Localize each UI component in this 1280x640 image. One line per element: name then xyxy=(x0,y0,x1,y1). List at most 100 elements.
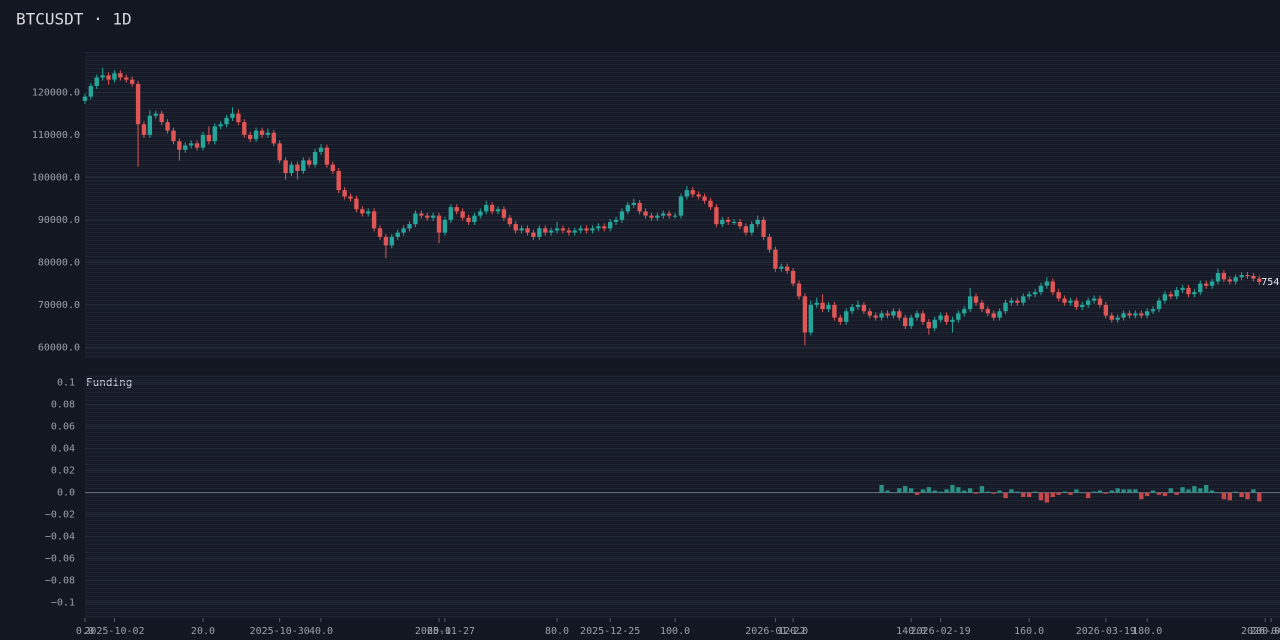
funding-bar xyxy=(885,490,890,493)
candle-body xyxy=(188,143,194,146)
candle-body xyxy=(666,213,672,216)
funding-bar xyxy=(1192,486,1197,493)
x-tick-label: 60.0 xyxy=(427,626,451,637)
candle-body xyxy=(790,270,796,284)
candle-body xyxy=(1150,309,1156,312)
candle-body xyxy=(1156,300,1162,310)
funding-bar xyxy=(1127,489,1132,493)
candle-body xyxy=(1245,275,1250,277)
funding-bar xyxy=(1032,491,1038,493)
candle-body xyxy=(962,309,967,314)
candle-body xyxy=(501,209,507,218)
funding-bar xyxy=(1156,492,1162,495)
candle-body xyxy=(82,96,88,101)
funding-bar xyxy=(1015,491,1020,493)
candle-body xyxy=(761,219,766,237)
funding-bar xyxy=(1227,492,1232,501)
candle-body xyxy=(796,283,802,297)
candle-body xyxy=(1251,275,1256,279)
candle-body xyxy=(991,313,996,318)
candle-body xyxy=(200,134,206,148)
candle-body xyxy=(849,307,855,312)
date-tick-label: 2025-11-27 xyxy=(415,626,475,637)
candle-body xyxy=(342,190,347,197)
funding-bar xyxy=(1198,488,1203,493)
candle-body xyxy=(224,117,229,125)
candle-body xyxy=(407,224,412,229)
funding-bar xyxy=(1044,492,1050,503)
candle-body xyxy=(566,230,572,233)
candle-body xyxy=(643,211,648,216)
candle-body xyxy=(1080,304,1085,307)
candle-body xyxy=(88,86,94,97)
candle-body xyxy=(301,160,306,171)
candle-body xyxy=(985,309,991,314)
funding-bar xyxy=(932,490,937,493)
funding-bar xyxy=(1003,492,1008,499)
candle-body xyxy=(1144,311,1150,316)
y-tick-label: 0.1 xyxy=(57,378,75,389)
funding-bar xyxy=(920,489,926,493)
candle-body xyxy=(537,228,542,237)
candle-body xyxy=(596,226,601,229)
funding-bar xyxy=(903,486,908,493)
candle-body xyxy=(472,215,477,222)
candle-body xyxy=(625,205,631,212)
x-tick-label: 0.0 xyxy=(76,626,94,637)
candle-body xyxy=(277,143,282,161)
candle-body xyxy=(177,141,182,150)
candle-body xyxy=(448,207,454,220)
candle-body xyxy=(259,130,265,135)
candle-body xyxy=(661,213,666,216)
candle-body xyxy=(118,73,123,78)
funding-bar xyxy=(914,492,920,495)
funding-bar xyxy=(991,492,996,494)
funding-bar xyxy=(1174,492,1179,495)
x-tick-label: 200.0 xyxy=(1250,626,1280,637)
funding-bar xyxy=(1221,492,1227,500)
candle-body xyxy=(242,122,247,135)
funding-bar xyxy=(973,492,979,494)
candle-body xyxy=(135,83,141,125)
candle-body xyxy=(767,236,772,250)
candle-body xyxy=(330,164,336,171)
candle-body xyxy=(377,228,383,237)
candle-body xyxy=(725,219,731,222)
funding-bar xyxy=(1215,492,1221,494)
funding-bar xyxy=(879,484,884,493)
candle-body xyxy=(908,317,914,327)
candle-body xyxy=(708,200,713,208)
funding-bar xyxy=(1009,489,1014,493)
x-tick-label: 140.0 xyxy=(896,626,926,637)
candle-body xyxy=(932,319,937,329)
date-tick-label: 2026-04-16 xyxy=(1241,626,1280,637)
candle-body xyxy=(236,113,241,123)
candle-body xyxy=(979,302,985,310)
funding-bar xyxy=(926,487,932,493)
candle-body xyxy=(159,113,164,123)
candle-body xyxy=(1127,313,1132,316)
funding-bar xyxy=(1109,490,1114,493)
candle-body xyxy=(720,219,725,225)
candle-body xyxy=(507,217,513,225)
candle-body xyxy=(206,134,212,142)
candle-body xyxy=(413,213,418,225)
funding-bar xyxy=(1186,489,1191,493)
candle-body xyxy=(832,304,837,318)
candle-body xyxy=(554,228,560,231)
candle-body xyxy=(141,124,147,135)
y-tick-label: 0.04 xyxy=(51,444,75,455)
candle-body xyxy=(171,130,176,142)
candle-body xyxy=(714,207,719,225)
candle-body xyxy=(702,196,707,201)
last-price-label: 75400 xyxy=(1261,277,1280,288)
candle-body xyxy=(1062,298,1067,303)
candle-body xyxy=(920,313,926,322)
candle-body xyxy=(289,164,294,174)
funding-bar xyxy=(1021,492,1026,498)
candle-body xyxy=(348,196,353,199)
y-tick-label: 120000.0 xyxy=(32,87,80,98)
funding-bar xyxy=(1133,489,1138,493)
candle-body xyxy=(1068,300,1073,303)
candle-body xyxy=(548,230,554,233)
